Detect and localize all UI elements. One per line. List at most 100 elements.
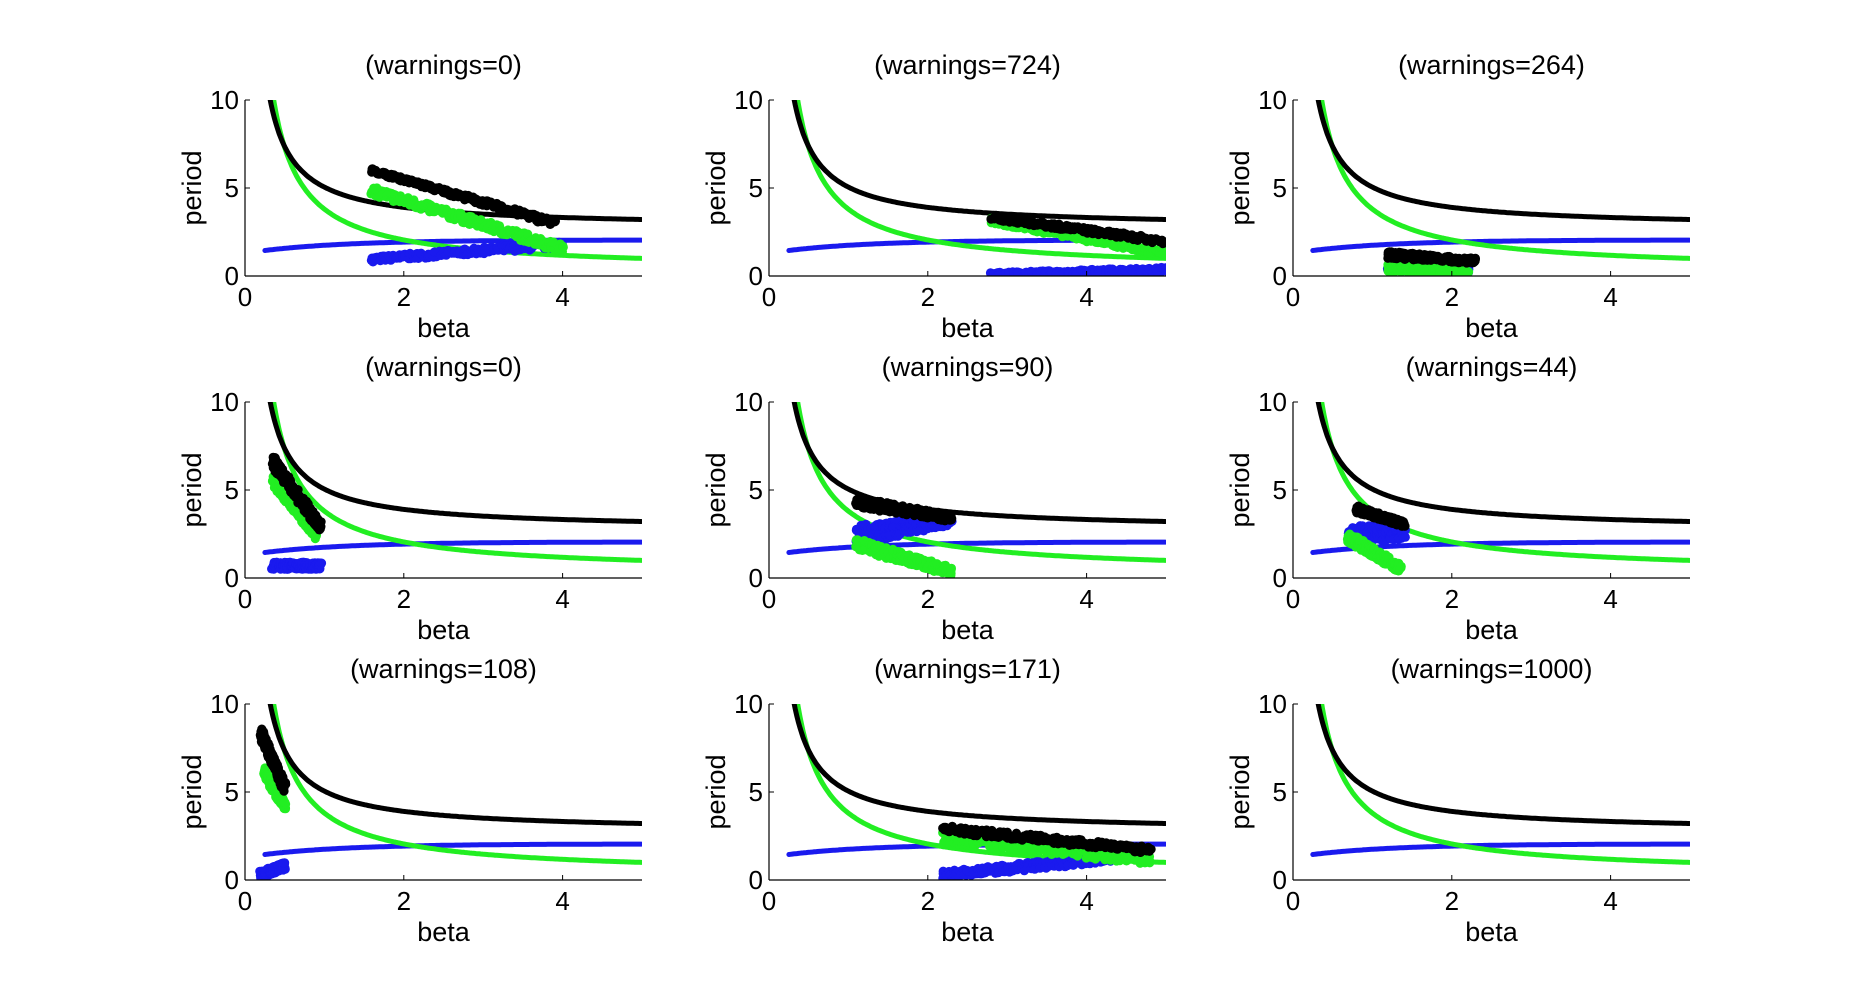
y-axis-label: period xyxy=(177,754,207,829)
green-markers xyxy=(366,183,568,257)
y-tick-label: 0 xyxy=(225,865,239,895)
y-tick-label: 10 xyxy=(734,387,763,417)
y-tick-label: 0 xyxy=(749,563,763,593)
black-curve xyxy=(267,402,642,524)
black-marker xyxy=(947,514,957,524)
x-tick-label: 4 xyxy=(1079,282,1093,312)
blue-marker xyxy=(1400,532,1410,542)
black-markers xyxy=(851,493,957,526)
blue-marker xyxy=(316,558,327,568)
green-marker xyxy=(946,563,957,573)
green-curve xyxy=(795,100,1166,261)
y-axis-label: period xyxy=(701,452,731,527)
x-axis-label: beta xyxy=(417,917,471,947)
black-markers xyxy=(1383,247,1480,268)
y-axis-label: period xyxy=(177,150,207,225)
x-tick-label: 4 xyxy=(1603,584,1617,614)
subplot-title: (warnings=0) xyxy=(365,352,522,382)
y-tick-label: 5 xyxy=(225,777,239,807)
plot-area xyxy=(262,100,642,267)
blue-marker xyxy=(1161,266,1166,276)
x-tick-label: 0 xyxy=(238,886,252,916)
x-tick-label: 4 xyxy=(555,282,569,312)
blue-curve xyxy=(1310,237,1690,253)
x-axis-label: beta xyxy=(941,313,995,343)
x-axis-label: beta xyxy=(417,313,471,343)
y-tick-label: 5 xyxy=(1273,475,1287,505)
black-curve xyxy=(1315,402,1690,524)
black-marker xyxy=(279,786,289,796)
green-curve xyxy=(1319,100,1690,261)
y-tick-label: 0 xyxy=(1273,261,1287,291)
blue-markers xyxy=(985,262,1166,276)
y-axis-label: period xyxy=(177,452,207,527)
plot-area xyxy=(1310,402,1690,576)
x-tick-label: 2 xyxy=(397,584,411,614)
blue-curve xyxy=(262,237,642,253)
y-tick-label: 5 xyxy=(749,173,763,203)
x-tick-label: 0 xyxy=(1286,282,1300,312)
x-axis-label: beta xyxy=(941,615,995,645)
black-markers xyxy=(986,210,1166,249)
subplot-title: (warnings=724) xyxy=(874,50,1061,80)
x-tick-label: 0 xyxy=(238,584,252,614)
green-marker xyxy=(1396,561,1406,572)
y-tick-label: 0 xyxy=(225,261,239,291)
y-tick-label: 0 xyxy=(225,563,239,593)
subplot-title: (warnings=264) xyxy=(1398,50,1585,80)
y-tick-label: 0 xyxy=(749,261,763,291)
black-markers xyxy=(1351,501,1410,531)
green-marker xyxy=(1160,248,1166,259)
black-curve xyxy=(791,704,1166,826)
x-tick-label: 2 xyxy=(397,282,411,312)
black-marker xyxy=(1400,521,1410,531)
blue-curve xyxy=(262,539,642,555)
green-curve xyxy=(271,100,642,261)
black-curve xyxy=(1315,100,1690,222)
blue-markers xyxy=(255,858,290,880)
x-tick-label: 4 xyxy=(1079,584,1093,614)
y-tick-label: 10 xyxy=(210,689,239,719)
x-tick-label: 4 xyxy=(555,886,569,916)
blue-markers xyxy=(267,557,327,574)
plot-area xyxy=(786,704,1166,880)
black-marker xyxy=(1160,237,1166,247)
y-tick-label: 10 xyxy=(734,85,763,115)
green-marker xyxy=(1462,271,1472,276)
black-markers xyxy=(267,452,326,535)
black-curve xyxy=(791,100,1166,222)
plot-area xyxy=(255,704,642,880)
x-tick-label: 2 xyxy=(1445,282,1459,312)
subplot-title: (warnings=90) xyxy=(882,352,1054,382)
black-markers xyxy=(255,724,291,796)
green-markers xyxy=(1342,529,1406,576)
x-tick-label: 2 xyxy=(397,886,411,916)
black-curve xyxy=(791,402,1166,524)
x-tick-label: 0 xyxy=(238,282,252,312)
x-tick-label: 2 xyxy=(921,282,935,312)
black-marker xyxy=(281,779,291,789)
blue-curve xyxy=(262,841,642,857)
x-tick-label: 0 xyxy=(762,282,776,312)
plot-area xyxy=(1310,100,1690,276)
green-curve xyxy=(271,704,642,865)
x-tick-label: 2 xyxy=(921,584,935,614)
green-marker xyxy=(310,534,320,544)
black-marker xyxy=(1470,256,1480,266)
y-axis-label: period xyxy=(1225,150,1255,225)
green-marker xyxy=(558,242,568,252)
plot-area xyxy=(786,402,1166,578)
y-tick-label: 10 xyxy=(210,387,239,417)
y-axis-label: period xyxy=(1225,452,1255,527)
y-tick-label: 0 xyxy=(1273,563,1287,593)
y-tick-label: 10 xyxy=(210,85,239,115)
y-tick-label: 5 xyxy=(225,173,239,203)
y-tick-label: 5 xyxy=(749,475,763,505)
plot-area xyxy=(262,402,642,574)
green-markers xyxy=(851,535,957,578)
